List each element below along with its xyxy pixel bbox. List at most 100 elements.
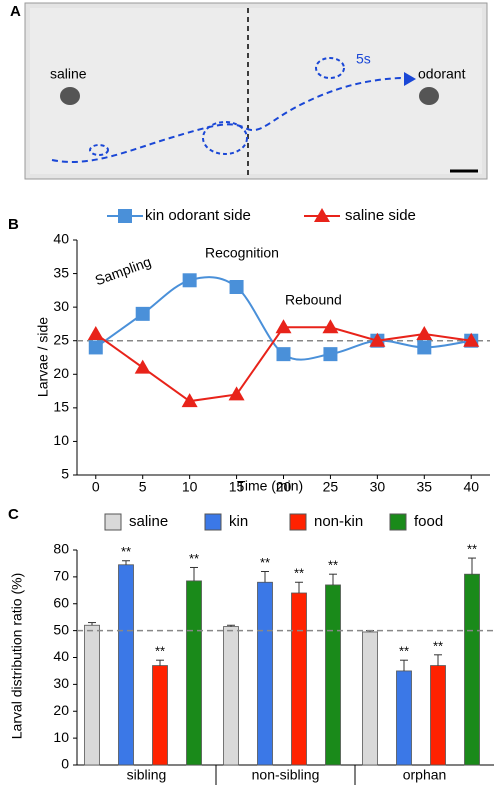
y-tick-label: 40 — [53, 648, 69, 664]
bar — [152, 665, 168, 766]
significance: ** — [433, 638, 443, 653]
annotation: Sampling — [93, 253, 153, 288]
legend-swatch — [389, 513, 407, 531]
y-tick-label: 30 — [53, 675, 69, 691]
x-tick-label: 10 — [182, 479, 198, 495]
y-tick-label: 10 — [53, 729, 69, 745]
y-tick-label: 60 — [53, 594, 69, 610]
y-tick-label: 35 — [53, 264, 69, 280]
y-tick-label: 80 — [53, 541, 69, 557]
x-tick-label: 15 — [229, 479, 245, 495]
bar — [430, 665, 446, 766]
x-tick-label: 5 — [139, 479, 147, 495]
legend-label: saline side — [345, 207, 416, 224]
track — [51, 76, 406, 163]
data-point — [182, 273, 197, 288]
significance: ** — [399, 644, 409, 659]
y-axis-label: Larval distribution ratio (%) — [9, 573, 25, 740]
legend-swatch — [104, 513, 122, 531]
data-point — [135, 306, 150, 321]
saline-well — [60, 87, 80, 105]
y-tick-label: 30 — [53, 298, 69, 314]
track-loop — [315, 57, 345, 79]
y-tick-label: 10 — [53, 432, 69, 448]
bar — [464, 573, 480, 766]
data-point — [134, 359, 151, 374]
y-tick-label: 70 — [53, 568, 69, 584]
significance: ** — [294, 566, 304, 581]
x-tick-label: non-sibling — [252, 767, 320, 783]
significance: ** — [155, 644, 165, 659]
track-loop — [89, 144, 109, 156]
data-point — [322, 319, 339, 334]
significance: ** — [189, 551, 199, 566]
bar — [84, 624, 100, 766]
legend-marker — [314, 208, 330, 222]
x-tick-label: 30 — [370, 479, 386, 495]
data-point — [369, 332, 386, 347]
track-arrow — [404, 72, 416, 86]
bar — [186, 580, 202, 766]
x-axis-label: Time (min) — [237, 478, 303, 494]
y-tick-label: 25 — [53, 331, 69, 347]
legend-label: food — [414, 513, 443, 530]
y-tick-label: 0 — [61, 756, 69, 772]
y-tick-label: 15 — [53, 399, 69, 415]
y-tick-label: 40 — [53, 231, 69, 247]
significance: ** — [328, 558, 338, 573]
y-tick-label: 20 — [53, 702, 69, 718]
significance: ** — [260, 555, 270, 570]
x-tick-label: 25 — [323, 479, 339, 495]
annotation: Recognition — [205, 245, 279, 261]
data-point — [181, 393, 198, 408]
annotation: Rebound — [285, 292, 342, 308]
bar — [118, 564, 134, 766]
photo-arena — [30, 8, 482, 174]
data-point — [323, 347, 338, 362]
y-axis-label: Larvae / side — [35, 317, 51, 397]
series-line — [95, 326, 472, 403]
data-point — [416, 326, 433, 340]
panel-label: B — [8, 216, 19, 233]
x-tick-label: orphan — [403, 767, 447, 783]
legend-swatch — [289, 513, 307, 531]
legend-label: non-kin — [314, 513, 363, 530]
odorant-well — [419, 87, 439, 105]
significance: ** — [121, 544, 131, 559]
time-label: 5s — [356, 51, 371, 67]
bar — [291, 592, 307, 766]
data-point — [229, 280, 244, 294]
data-point — [275, 319, 292, 334]
legend-label: kin — [229, 513, 248, 530]
legend-label: saline — [129, 513, 168, 530]
x-tick-label: 35 — [417, 479, 433, 495]
bar — [223, 626, 239, 766]
data-point — [228, 386, 245, 401]
panel-label: A — [10, 3, 21, 20]
bar — [325, 584, 341, 766]
bar — [257, 581, 273, 766]
x-tick-label: 40 — [463, 479, 479, 495]
data-point — [87, 326, 104, 340]
panel-label: C — [8, 506, 19, 523]
bar — [396, 670, 412, 766]
bar — [362, 631, 378, 766]
data-point — [276, 347, 291, 362]
x-tick-label: 0 — [92, 479, 100, 495]
odorant-label: odorant — [418, 66, 466, 82]
y-tick-label: 5 — [61, 466, 69, 482]
legend-marker — [118, 209, 132, 223]
x-tick-label: sibling — [127, 767, 167, 783]
significance: ** — [467, 542, 477, 557]
legend-swatch — [204, 513, 222, 531]
saline-label: saline — [50, 66, 87, 82]
track-loop — [202, 121, 248, 155]
y-tick-label: 50 — [53, 621, 69, 637]
data-point — [417, 340, 432, 355]
data-point — [463, 332, 480, 347]
x-tick-label: 20 — [276, 479, 292, 495]
y-tick-label: 20 — [53, 365, 69, 381]
legend-label: kin odorant side — [145, 207, 251, 224]
